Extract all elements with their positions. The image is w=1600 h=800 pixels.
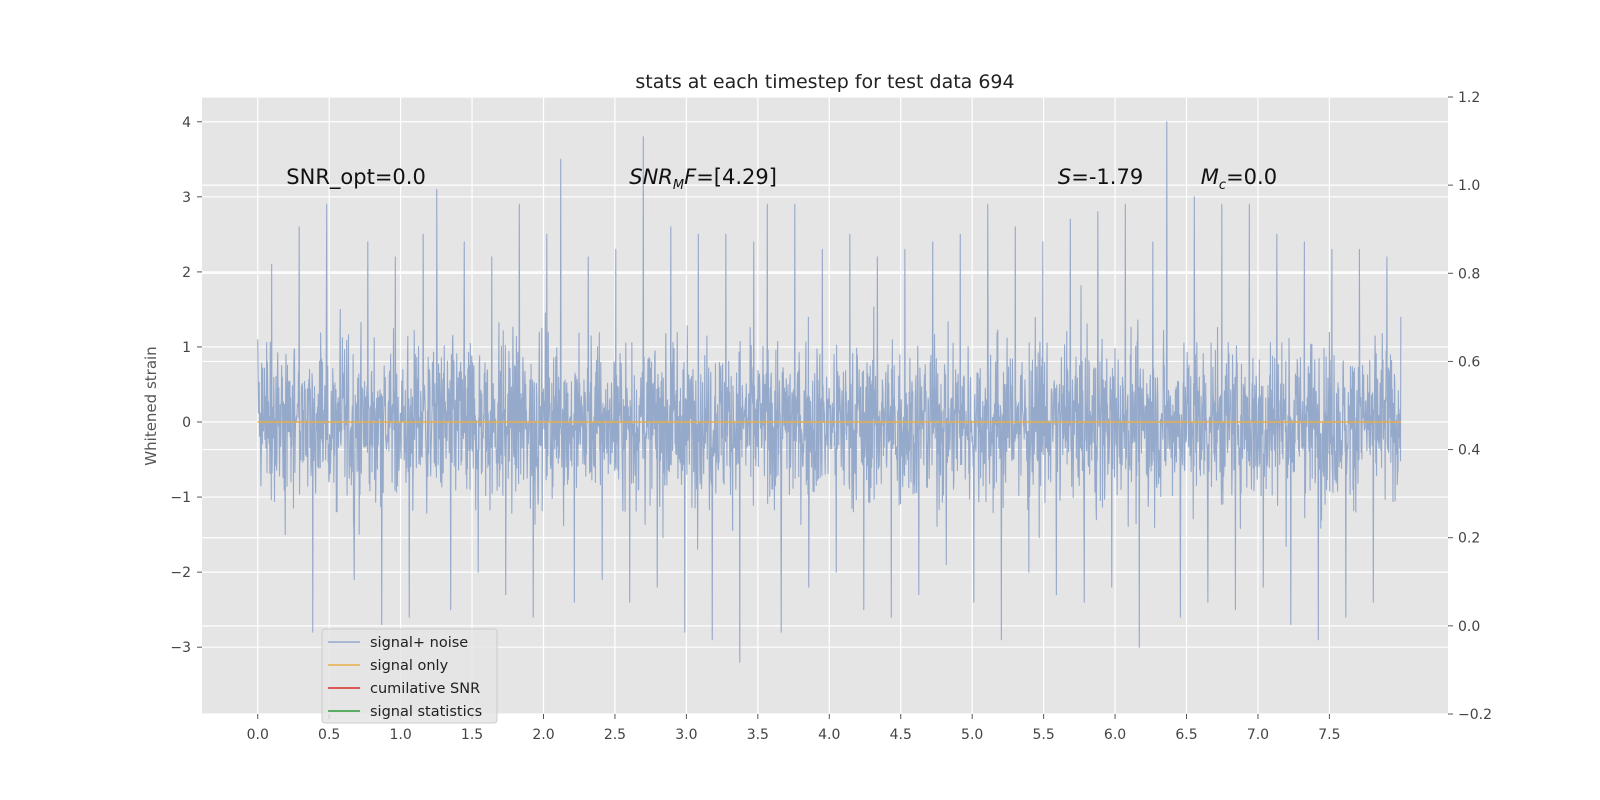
- y2-tick-label: 0.6: [1458, 354, 1480, 370]
- y-tick-label: 2: [182, 265, 191, 281]
- y2-tick-label: 0.4: [1458, 443, 1480, 459]
- annotation-text: SNRMF=[4.29]: [629, 165, 777, 193]
- legend: signal+ noise signal only cumilative SNR si…: [321, 628, 498, 724]
- y2-axis-ticks: 1.2 1.0 0.8 0.6 0.4 0.2 0.0 −0.2: [1448, 90, 1492, 723]
- x-tick-label: 7.0: [1247, 727, 1269, 743]
- x-tick-label: 3.0: [675, 727, 697, 743]
- y-axis-label: Whitened strain: [142, 346, 160, 465]
- y-tick-label: 0: [182, 415, 191, 431]
- x-axis-ticks: 0.0 0.5 1.0 1.5 2.0 2.5 3.0 3.5 4.0 4.5 5.0 5.5 6.0 6…: [247, 714, 1341, 743]
- legend-entry: signal statistics: [370, 704, 482, 720]
- y-tick-label: −3: [170, 640, 191, 656]
- x-tick-label: 3.5: [747, 727, 769, 743]
- x-tick-label: 0.0: [247, 727, 269, 743]
- legend-entry: signal+ noise: [370, 635, 468, 651]
- legend-box: [321, 628, 498, 724]
- annotation-text: SNR_opt=0.0: [286, 165, 426, 190]
- annotations: SNR_opt=0.0 SNRMF=[4.29] S=-1.79 Mc=0.0: [286, 165, 1277, 193]
- y-tick-label: 3: [182, 190, 191, 206]
- series-layer: [257, 121, 1402, 663]
- y2-tick-label: 1.2: [1458, 90, 1480, 106]
- y-tick-label: −2: [170, 565, 191, 581]
- x-tick-label: 4.0: [818, 727, 840, 743]
- y2-tick-label: 0.0: [1458, 619, 1480, 635]
- x-tick-label: 6.5: [1175, 727, 1197, 743]
- x-tick-label: 2.5: [604, 727, 626, 743]
- x-tick-label: 7.5: [1318, 727, 1340, 743]
- y-axis-ticks: 4 3 2 1 0 −1 −2 −3: [170, 115, 202, 656]
- y-tick-label: 1: [182, 340, 191, 356]
- y2-tick-label: 0.2: [1458, 531, 1480, 547]
- annotation-text: S=-1.79: [1058, 165, 1143, 189]
- x-tick-label: 1.0: [389, 727, 411, 743]
- x-tick-label: 2.0: [532, 727, 554, 743]
- x-tick-label: 4.5: [890, 727, 912, 743]
- y-tick-label: −1: [170, 490, 191, 506]
- x-tick-label: 5.5: [1032, 727, 1054, 743]
- x-tick-label: 0.5: [318, 727, 340, 743]
- x-tick-label: 6.0: [1104, 727, 1126, 743]
- legend-entry: cumilative SNR: [370, 681, 480, 697]
- y-tick-label: 4: [182, 115, 191, 131]
- x-tick-label: 5.0: [961, 727, 983, 743]
- y2-tick-label: 0.8: [1458, 266, 1480, 282]
- y2-tick-label: −0.2: [1458, 707, 1492, 723]
- y2-tick-label: 1.0: [1458, 178, 1480, 194]
- legend-entry: signal only: [370, 658, 449, 674]
- x-tick-label: 1.5: [461, 727, 483, 743]
- annotation-text: Mc=0.0: [1201, 165, 1277, 193]
- chart-title: stats at each timestep for test data 694: [635, 71, 1014, 93]
